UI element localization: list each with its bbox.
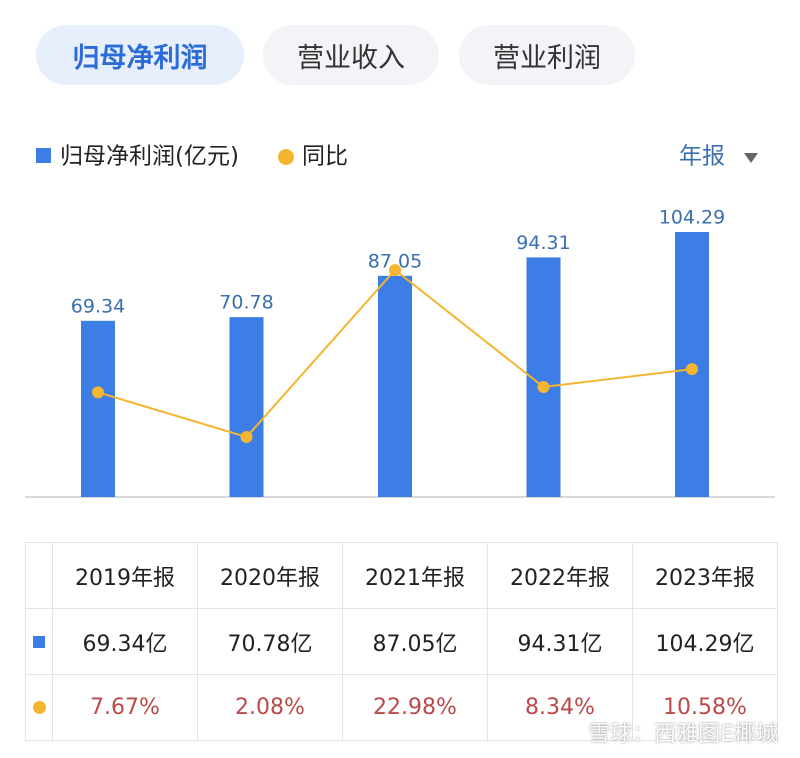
data-label: 87.05 <box>368 250 422 272</box>
table-row: 69.34亿 70.78亿 87.05亿 94.31亿 104.29亿 <box>25 608 778 675</box>
table-row: 2019年报 2020年报 2021年报 2022年报 2023年报 <box>25 542 778 609</box>
table-cell: 2020年报 <box>197 542 343 609</box>
period-selector[interactable]: 年报 <box>679 144 725 170</box>
row-icon <box>25 542 53 609</box>
line-point <box>389 264 401 276</box>
chart: 归母净利润(亿元) 同比 年报 69.34 70.78 87.05 94.31 104.… <box>25 144 775 498</box>
line-point <box>92 386 104 399</box>
tab[interactable]: 营业利润 <box>459 25 635 85</box>
table-cell: 2.08% <box>197 674 343 741</box>
bar <box>229 317 264 497</box>
data-label: 69.34 <box>71 295 125 317</box>
line-point <box>537 380 550 393</box>
table-cell: 2021年报 <box>342 542 488 609</box>
legend-swatch <box>278 149 294 165</box>
legend-swatch <box>36 148 51 163</box>
table-cell: 2022年报 <box>487 542 633 609</box>
bar <box>81 320 115 497</box>
legend-label: 同比 <box>302 144 348 170</box>
data-label: 70.78 <box>219 292 273 314</box>
row-icon <box>25 608 53 675</box>
table-row: 7.67% 2.08% 22.98% 8.34% 10.58% <box>25 674 778 741</box>
line-point <box>240 431 253 443</box>
tab[interactable]: 归母净利润 <box>36 25 244 85</box>
table-cell: 87.05亿 <box>342 608 488 675</box>
line-point <box>686 363 698 376</box>
dropdown-arrow[interactable] <box>744 153 758 163</box>
table-cell: 70.78亿 <box>197 608 343 675</box>
data-label: 94.31 <box>516 232 570 254</box>
tab[interactable]: 营业收入 <box>263 25 439 85</box>
table-cell: 2019年报 <box>52 542 198 609</box>
table-cell: 7.67% <box>52 674 198 741</box>
table-cell: 94.31亿 <box>487 608 633 675</box>
table-cell: 2023年报 <box>632 542 778 609</box>
table-cell: 104.29亿 <box>632 608 778 675</box>
watermark: 雪球：西雅图E椰城 <box>588 722 778 747</box>
bar <box>378 275 412 497</box>
table-cell: 22.98% <box>342 674 488 741</box>
legend-label: 归母净利润(亿元) <box>60 144 239 170</box>
row-icon <box>25 674 53 741</box>
data-label: 104.29 <box>659 207 725 229</box>
data-table: 2019年报 2020年报 2021年报 2022年报 2023年报 69.34亿 70.7… <box>25 542 778 741</box>
table-cell: 69.34亿 <box>52 608 198 675</box>
table-cell: 8.34% <box>487 674 633 741</box>
table-cell: 10.58% <box>632 674 778 741</box>
